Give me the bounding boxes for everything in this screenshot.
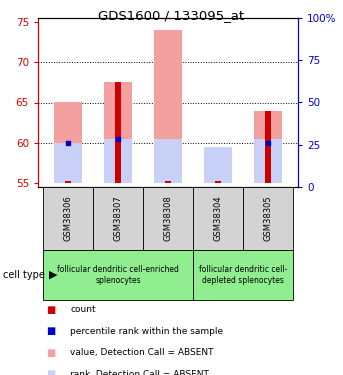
Text: follicular dendritic cell-enriched
splenocytes: follicular dendritic cell-enriched splen… bbox=[57, 265, 179, 285]
Bar bbox=[193, 250, 293, 300]
Bar bbox=[65, 180, 71, 183]
Bar bbox=[243, 187, 293, 250]
Bar bbox=[143, 187, 193, 250]
Text: GSM38305: GSM38305 bbox=[263, 196, 272, 242]
Bar bbox=[254, 111, 282, 183]
Bar bbox=[43, 250, 193, 300]
Text: ■: ■ bbox=[46, 326, 56, 336]
Bar bbox=[265, 111, 271, 183]
Text: GSM38308: GSM38308 bbox=[164, 196, 173, 242]
Text: cell type: cell type bbox=[3, 270, 45, 280]
Bar bbox=[254, 139, 282, 183]
Bar bbox=[93, 187, 143, 250]
Text: ▶: ▶ bbox=[49, 270, 57, 280]
Bar bbox=[165, 180, 171, 183]
Text: ■: ■ bbox=[46, 305, 56, 315]
Bar bbox=[104, 139, 132, 183]
Bar bbox=[215, 180, 221, 183]
Bar bbox=[104, 82, 132, 183]
Text: GSM38306: GSM38306 bbox=[63, 196, 72, 242]
Text: rank, Detection Call = ABSENT: rank, Detection Call = ABSENT bbox=[70, 370, 209, 375]
Text: ■: ■ bbox=[46, 348, 56, 358]
Bar bbox=[204, 147, 232, 183]
Text: GSM38304: GSM38304 bbox=[213, 196, 223, 242]
Text: count: count bbox=[70, 306, 96, 315]
Text: value, Detection Call = ABSENT: value, Detection Call = ABSENT bbox=[70, 348, 214, 357]
Text: ■: ■ bbox=[46, 369, 56, 375]
Bar bbox=[54, 143, 82, 183]
Text: follicular dendritic cell-
depleted splenocytes: follicular dendritic cell- depleted sple… bbox=[199, 265, 287, 285]
Text: percentile rank within the sample: percentile rank within the sample bbox=[70, 327, 223, 336]
Bar bbox=[43, 187, 93, 250]
Bar bbox=[115, 82, 121, 183]
Text: GSM38307: GSM38307 bbox=[114, 196, 122, 242]
Bar bbox=[154, 30, 182, 183]
Text: GDS1600 / 133095_at: GDS1600 / 133095_at bbox=[98, 9, 245, 22]
Bar bbox=[193, 187, 243, 250]
Bar bbox=[204, 147, 232, 183]
Bar bbox=[154, 139, 182, 183]
Bar bbox=[54, 102, 82, 183]
